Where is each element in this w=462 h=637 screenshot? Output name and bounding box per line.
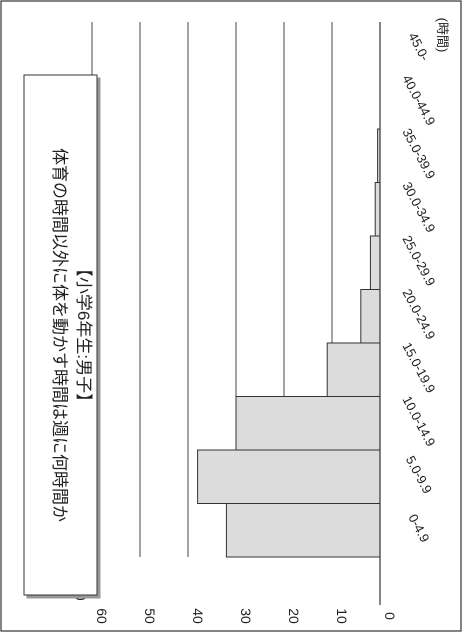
value-tick-10: 10 — [334, 608, 350, 624]
bar-25.0-29.9 — [369, 235, 381, 290]
value-tick-0: 0 — [382, 612, 398, 620]
bar-20.0-24.9 — [360, 289, 381, 344]
value-tick-30: 30 — [238, 608, 254, 624]
title-box: 体育の時間以外に体を動かす時間は週に何時間か 【小学6年生:男子】 — [23, 74, 98, 596]
value-tick-20: 20 — [286, 608, 302, 624]
value-tick-60: 60 — [94, 608, 110, 624]
bar-30.0-34.9 — [374, 182, 381, 237]
chart-subtitle: 【小学6年生:男子】 — [74, 260, 93, 410]
bar-15.0-19.9 — [326, 342, 381, 397]
bar-10.0-14.9 — [235, 396, 381, 451]
bar-0-4.9 — [225, 503, 381, 558]
value-tick-labels: 0 10 20 30 40 50 60 — [94, 608, 398, 624]
value-tick-40: 40 — [190, 608, 206, 624]
chart-title: 体育の時間以外に体を動かす時間は週に何時間か — [50, 148, 69, 522]
category-axis-unit: (時間) — [435, 18, 450, 53]
bar-5.0-9.9 — [197, 449, 381, 504]
value-tick-50: 50 — [142, 608, 158, 624]
bars — [197, 128, 381, 558]
title-box-border — [23, 74, 98, 596]
